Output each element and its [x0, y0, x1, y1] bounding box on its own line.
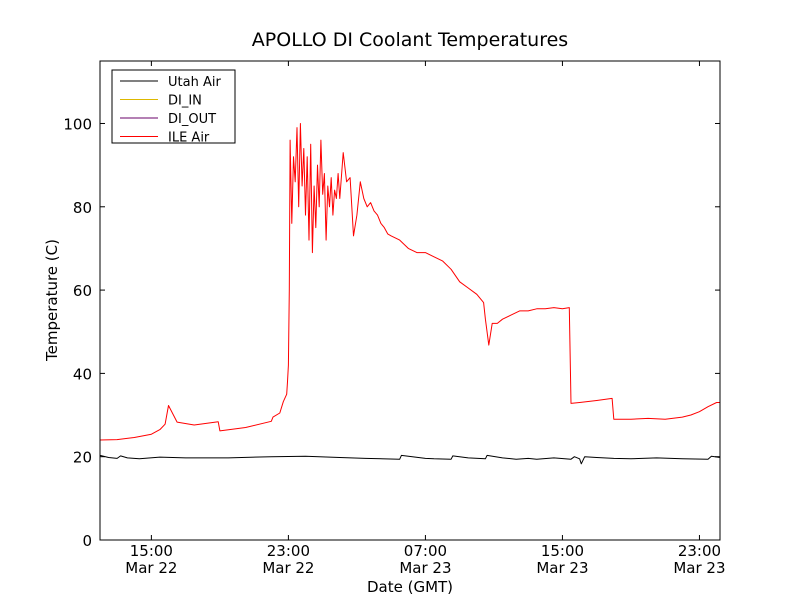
- legend-label-0: Utah Air: [168, 75, 221, 90]
- x-tick-label-date: Mar 22: [125, 559, 177, 577]
- plot-lines: [99, 123, 721, 465]
- y-axis-label: Temperature (C): [43, 239, 61, 362]
- legend: Utah Air DI_IN DI_OUT ILE Air: [111, 69, 236, 146]
- x-tick-label-date: Mar 23: [536, 559, 588, 577]
- y-tick-label: 80: [73, 199, 92, 217]
- x-tick-label-date: Mar 23: [399, 559, 451, 577]
- chart-title: APOLLO DI Coolant Temperatures: [252, 29, 568, 51]
- y-tick-label: 0: [82, 532, 92, 550]
- x-tick-label-date: Mar 22: [262, 559, 314, 577]
- x-tick-label-time: 23:00: [678, 542, 721, 560]
- plot-frame: [99, 60, 721, 541]
- x-tick-label-time: 15:00: [130, 542, 173, 560]
- x-tick-label-date: Mar 23: [673, 559, 725, 577]
- y-tick-label: 20: [73, 449, 92, 467]
- y-tick-label: 40: [73, 365, 92, 383]
- x-tick-label-time: 15:00: [541, 542, 584, 560]
- legend-label-3: ILE Air: [168, 131, 210, 146]
- x-tick-label-time: 23:00: [267, 542, 310, 560]
- legend-box: [111, 69, 236, 144]
- y-tick-label: 60: [73, 282, 92, 300]
- series-line-0: [99, 454, 721, 465]
- legend-label-1: DI_IN: [168, 94, 202, 109]
- y-tick-label: 100: [63, 115, 92, 133]
- legend-label-2: DI_OUT: [168, 112, 216, 127]
- x-tick-label-time: 07:00: [404, 542, 447, 560]
- y-axis: 0 20 40 60 80 100: [63, 115, 720, 550]
- x-axis-label: Date (GMT): [367, 578, 453, 596]
- series-line-3: [99, 123, 720, 441]
